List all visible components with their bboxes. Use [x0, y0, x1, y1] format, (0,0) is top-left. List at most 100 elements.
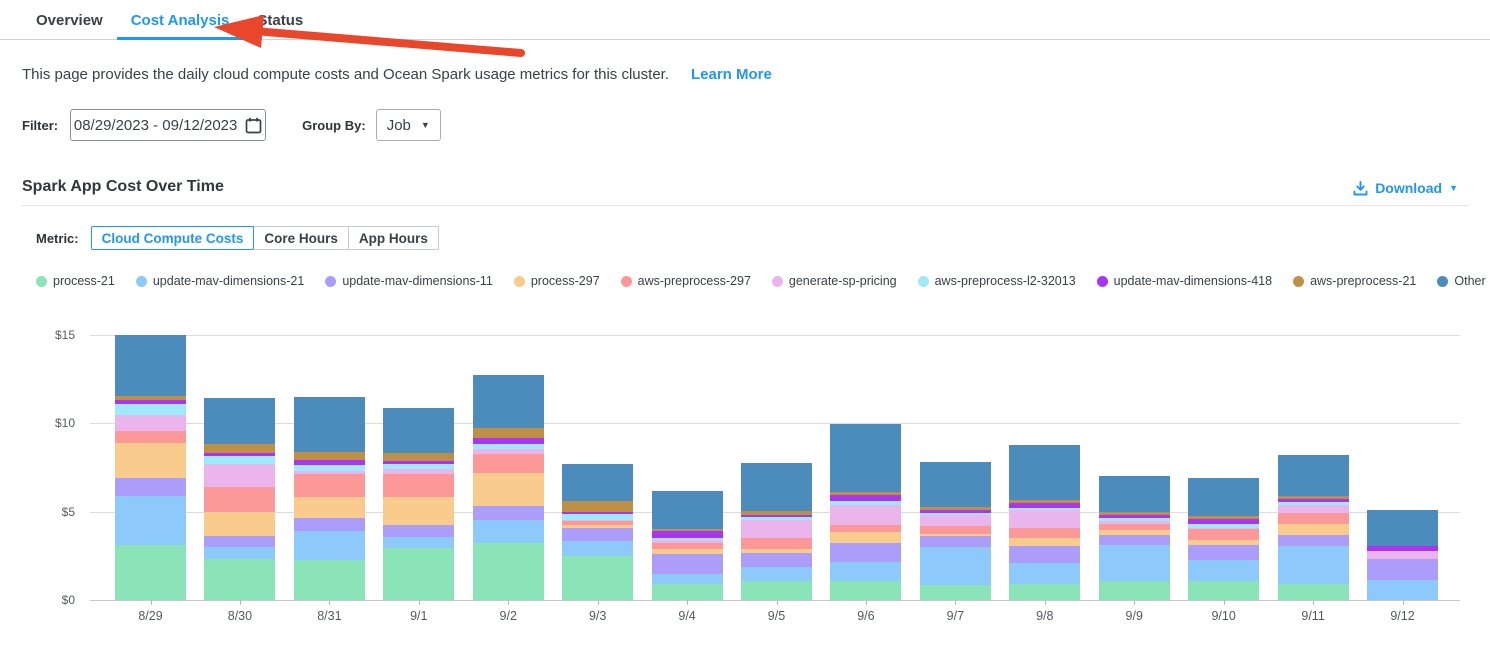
- bar-segment-update-mav-dimensions-21[interactable]: [293, 531, 365, 561]
- bar-segment-update-mav-dimensions-11[interactable]: [1098, 534, 1170, 546]
- bar-segment-process-297[interactable]: [383, 496, 455, 525]
- bar-segment-aws-preprocess-21[interactable]: [919, 507, 991, 510]
- bar-9-5[interactable]: [741, 463, 812, 600]
- bar-9-3[interactable]: [562, 464, 634, 600]
- bar-segment-update-mav-dimensions-11[interactable]: [1188, 545, 1260, 561]
- bar-segment-update-mav-dimensions-11[interactable]: [204, 536, 276, 548]
- bar-9-6[interactable]: [830, 424, 902, 600]
- bar-segment-other[interactable]: [1188, 478, 1260, 517]
- bar-segment-aws-preprocess-297[interactable]: [651, 542, 723, 549]
- legend-item-update-mav-dimensions-11[interactable]: update-mav-dimensions-11: [325, 274, 493, 288]
- legend-item-process-21[interactable]: process-21: [36, 274, 115, 288]
- bar-segment-aws-preprocess-l2-32013[interactable]: [919, 512, 991, 516]
- bar-segment-update-mav-dimensions-418[interactable]: [383, 461, 455, 465]
- bar-segment-aws-preprocess-21[interactable]: [1277, 495, 1349, 500]
- bar-segment-aws-preprocess-l2-32013[interactable]: [651, 538, 723, 540]
- group-by-select[interactable]: Job ▼: [375, 109, 441, 141]
- bar-segment-aws-preprocess-l2-32013[interactable]: [115, 403, 186, 416]
- bar-segment-process-297[interactable]: [919, 533, 991, 537]
- bar-9-9[interactable]: [1098, 475, 1170, 600]
- bar-segment-process-297[interactable]: [1009, 538, 1081, 547]
- bar-segment-update-mav-dimensions-418[interactable]: [1277, 499, 1349, 503]
- bar-segment-other[interactable]: [293, 396, 365, 452]
- bar-segment-other[interactable]: [651, 490, 723, 529]
- bar-segment-process-21[interactable]: [562, 555, 634, 600]
- bar-segment-aws-preprocess-297[interactable]: [204, 486, 276, 512]
- bar-segment-other[interactable]: [919, 462, 991, 508]
- bar-segment-generate-sp-pricing[interactable]: [204, 464, 276, 487]
- bar-segment-process-21[interactable]: [651, 584, 723, 600]
- learn-more-link[interactable]: Learn More: [691, 66, 772, 83]
- bar-segment-update-mav-dimensions-11[interactable]: [1009, 546, 1081, 563]
- bar-segment-update-mav-dimensions-21[interactable]: [1098, 545, 1170, 582]
- bar-segment-aws-preprocess-l2-32013[interactable]: [562, 514, 634, 520]
- bar-segment-aws-preprocess-l2-32013[interactable]: [293, 464, 365, 472]
- tab-status[interactable]: Status: [257, 12, 304, 29]
- bar-segment-update-mav-dimensions-21[interactable]: [115, 495, 186, 546]
- metric-button-app-hours[interactable]: App Hours: [347, 226, 439, 250]
- bar-segment-aws-preprocess-297[interactable]: [293, 473, 365, 497]
- bar-segment-update-mav-dimensions-418[interactable]: [1367, 546, 1439, 552]
- bar-segment-other[interactable]: [472, 374, 544, 428]
- bar-segment-aws-preprocess-297[interactable]: [919, 525, 991, 534]
- bar-segment-other[interactable]: [1367, 509, 1439, 547]
- legend-item-generate-sp-pricing[interactable]: generate-sp-pricing: [771, 274, 897, 288]
- bar-9-11[interactable]: [1277, 455, 1349, 600]
- tab-cost-analysis[interactable]: Cost Analysis: [116, 2, 244, 40]
- bar-segment-update-mav-dimensions-418[interactable]: [562, 511, 634, 515]
- bar-segment-aws-preprocess-l2-32013[interactable]: [830, 501, 902, 505]
- bar-8-29[interactable]: [115, 335, 186, 600]
- bar-segment-update-mav-dimensions-418[interactable]: [1188, 518, 1260, 525]
- bar-segment-update-mav-dimensions-11[interactable]: [562, 528, 634, 541]
- bar-segment-process-297[interactable]: [204, 511, 276, 537]
- bar-segment-process-21[interactable]: [115, 545, 186, 600]
- bar-segment-update-mav-dimensions-21[interactable]: [1188, 560, 1260, 582]
- bar-segment-update-mav-dimensions-21[interactable]: [1277, 546, 1349, 585]
- bar-segment-process-21[interactable]: [1009, 584, 1081, 600]
- bar-segment-update-mav-dimensions-11[interactable]: [293, 517, 365, 532]
- bar-segment-aws-preprocess-l2-32013[interactable]: [741, 517, 812, 520]
- legend-item-aws-preprocess-21[interactable]: aws-preprocess-21: [1293, 274, 1416, 288]
- bar-8-30[interactable]: [204, 397, 276, 600]
- bar-segment-aws-preprocess-21[interactable]: [1188, 516, 1260, 519]
- bar-segment-update-mav-dimensions-11[interactable]: [830, 543, 902, 563]
- bar-segment-process-21[interactable]: [741, 580, 812, 600]
- date-range-picker[interactable]: 08/29/2023 - 09/12/2023: [70, 109, 267, 141]
- bar-segment-generate-sp-pricing[interactable]: [830, 504, 902, 525]
- bar-segment-other[interactable]: [204, 397, 276, 444]
- bar-segment-update-mav-dimensions-418[interactable]: [115, 400, 186, 404]
- bar-segment-update-mav-dimensions-418[interactable]: [204, 452, 276, 457]
- bar-segment-generate-sp-pricing[interactable]: [1009, 509, 1081, 528]
- bar-segment-aws-preprocess-21[interactable]: [1009, 500, 1081, 503]
- bar-segment-generate-sp-pricing[interactable]: [1277, 504, 1349, 514]
- bar-9-1[interactable]: [383, 407, 455, 600]
- bar-segment-process-297[interactable]: [293, 496, 365, 518]
- bar-segment-aws-preprocess-297[interactable]: [115, 431, 186, 443]
- bar-segment-aws-preprocess-297[interactable]: [1277, 513, 1349, 525]
- bar-9-2[interactable]: [472, 374, 544, 600]
- bar-segment-generate-sp-pricing[interactable]: [472, 448, 544, 455]
- bar-segment-process-21[interactable]: [1277, 584, 1349, 600]
- bar-segment-generate-sp-pricing[interactable]: [1367, 551, 1439, 559]
- bar-segment-other[interactable]: [1098, 475, 1170, 512]
- bar-segment-update-mav-dimensions-418[interactable]: [1098, 515, 1170, 518]
- bar-segment-aws-preprocess-l2-32013[interactable]: [472, 443, 544, 449]
- bar-segment-generate-sp-pricing[interactable]: [1098, 520, 1170, 525]
- bar-segment-update-mav-dimensions-11[interactable]: [919, 536, 991, 548]
- bar-segment-other[interactable]: [1009, 444, 1081, 501]
- bar-segment-process-21[interactable]: [293, 560, 365, 600]
- bar-segment-aws-preprocess-21[interactable]: [472, 427, 544, 438]
- bar-segment-aws-preprocess-21[interactable]: [830, 492, 902, 495]
- bar-segment-update-mav-dimensions-11[interactable]: [1277, 534, 1349, 547]
- bar-segment-update-mav-dimensions-11[interactable]: [383, 524, 455, 538]
- bar-segment-update-mav-dimensions-11[interactable]: [115, 478, 186, 496]
- bar-segment-aws-preprocess-l2-32013[interactable]: [1009, 508, 1081, 510]
- bar-segment-update-mav-dimensions-11[interactable]: [651, 554, 723, 574]
- bar-segment-process-297[interactable]: [1277, 524, 1349, 535]
- bar-segment-process-297[interactable]: [830, 532, 902, 544]
- bar-segment-update-mav-dimensions-21[interactable]: [562, 540, 634, 556]
- bar-segment-update-mav-dimensions-21[interactable]: [741, 567, 812, 581]
- bar-segment-update-mav-dimensions-21[interactable]: [383, 537, 455, 548]
- bar-segment-update-mav-dimensions-21[interactable]: [204, 547, 276, 560]
- legend-item-aws-preprocess-l2-32013[interactable]: aws-preprocess-l2-32013: [917, 274, 1076, 288]
